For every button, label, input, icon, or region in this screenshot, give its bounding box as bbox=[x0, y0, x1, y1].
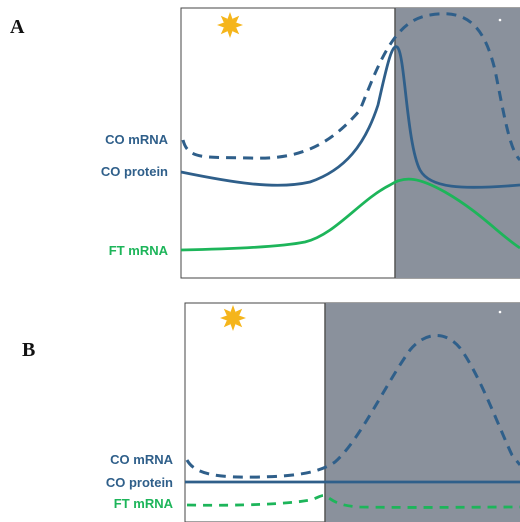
panel-a-ft-mrna-label: FT mRNA bbox=[109, 243, 169, 258]
panel-a-co-mrna-label: CO mRNA bbox=[105, 132, 168, 147]
panel-a-night-region bbox=[395, 8, 520, 278]
panel-b-ft-mrna-label: FT mRNA bbox=[114, 496, 174, 511]
panel-a-letter: A bbox=[10, 16, 25, 38]
panel-b-night-region bbox=[325, 303, 520, 522]
panel-b-co-mrna-label: CO mRNA bbox=[110, 452, 173, 467]
panel-a-co-mrna-curve bbox=[181, 12, 520, 162]
panel-b-letter: B bbox=[22, 339, 35, 361]
panel-a: A CO mRNA bbox=[10, 7, 520, 279]
moon-icon bbox=[498, 307, 520, 330]
panel-b-ft-mrna-curve bbox=[186, 494, 520, 509]
panel-b: B CO mRNA bbox=[22, 302, 520, 522]
panel-a-co-protein-curve bbox=[180, 45, 520, 189]
panel-a-co-protein-label: CO protein bbox=[101, 164, 168, 179]
panel-b-co-protein-label: CO protein bbox=[106, 475, 173, 490]
sun-icon bbox=[217, 12, 243, 38]
panel-a-ft-mrna-curve bbox=[180, 177, 520, 252]
sun-icon bbox=[220, 305, 246, 331]
moon-icon bbox=[498, 16, 520, 38]
panel-b-co-mrna-curve bbox=[185, 334, 520, 479]
